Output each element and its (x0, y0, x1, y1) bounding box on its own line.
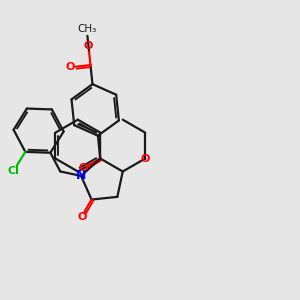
Text: O: O (79, 164, 88, 173)
Text: O: O (66, 62, 75, 72)
Text: O: O (140, 154, 150, 164)
Text: O: O (84, 41, 93, 51)
Text: CH₃: CH₃ (77, 24, 96, 34)
Text: Cl: Cl (8, 166, 19, 176)
Text: N: N (76, 169, 86, 182)
Text: O: O (77, 212, 86, 222)
